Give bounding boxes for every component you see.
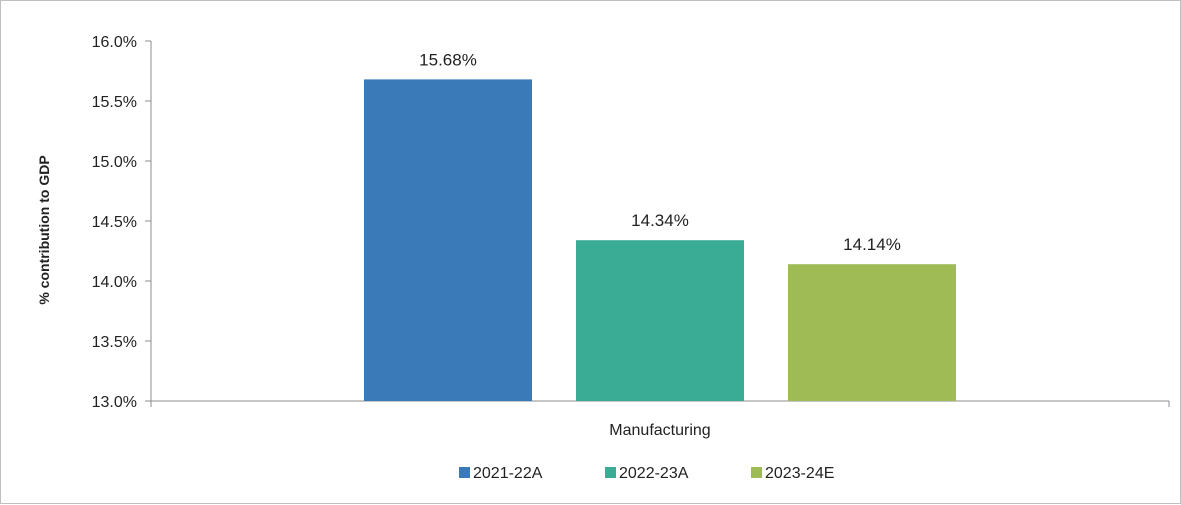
y-tick-label: 15.0% — [92, 154, 137, 171]
y-tick-label: 16.0% — [92, 34, 137, 51]
data-label-2022-23A: 14.34% — [631, 211, 689, 230]
y-tick-label: 13.0% — [92, 394, 137, 411]
legend-label-2021-22A: 2021-22A — [473, 465, 543, 482]
legend-swatch-2023-24E — [751, 467, 762, 478]
legend-label-2023-24E: 2023-24E — [765, 465, 834, 482]
x-category-label: Manufacturing — [609, 422, 710, 439]
data-label-2021-22A: 15.68% — [419, 50, 477, 69]
y-axis: 13.0% 13.5% 14.0% 14.5% 15.0% 15.5% 16.0% — [92, 34, 152, 411]
y-axis-title: % contribution to GDP — [36, 155, 52, 304]
legend-label-2022-23A: 2022-23A — [619, 465, 689, 482]
bar-2022-23A — [576, 240, 744, 401]
legend-swatch-2021-22A — [459, 467, 470, 478]
y-tick-label: 14.0% — [92, 274, 137, 291]
data-label-2023-24E: 14.14% — [843, 235, 901, 254]
y-tick-label: 15.5% — [92, 94, 137, 111]
bar-2021-22A — [364, 79, 532, 402]
bar-2023-24E — [788, 264, 956, 401]
bars: 15.68% 14.34% 14.14% — [364, 50, 956, 402]
x-axis: Manufacturing — [150, 400, 1170, 439]
y-tick-label: 14.5% — [92, 214, 137, 231]
y-tick-label: 13.5% — [92, 334, 137, 351]
legend-swatch-2022-23A — [605, 467, 616, 478]
legend: 2021-22A 2022-23A 2023-24E — [459, 465, 834, 482]
